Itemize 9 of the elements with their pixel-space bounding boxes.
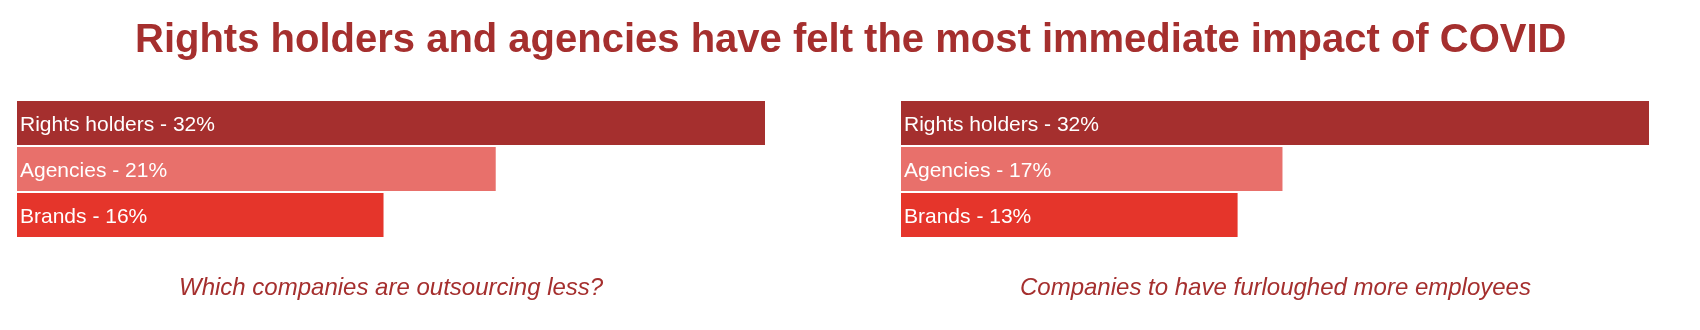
text: Which companies are outsourcing less? <box>179 273 604 300</box>
y-tick-label: Rights holders - 32% <box>904 111 1099 135</box>
y-tick-label: Agencies - 17% <box>904 157 1052 181</box>
text: Companies to have furloughed more employees <box>1020 273 1531 300</box>
y-tick-label: Agencies - 21% <box>20 157 168 181</box>
y-tick-label: Rights holders - 32% <box>20 111 215 135</box>
y-tick-label: Brands - 16% <box>20 203 148 227</box>
text: Rights holders and agencies have felt the most immediate impact of COVID <box>135 16 1567 60</box>
y-tick-label: Brands - 13% <box>904 203 1032 227</box>
